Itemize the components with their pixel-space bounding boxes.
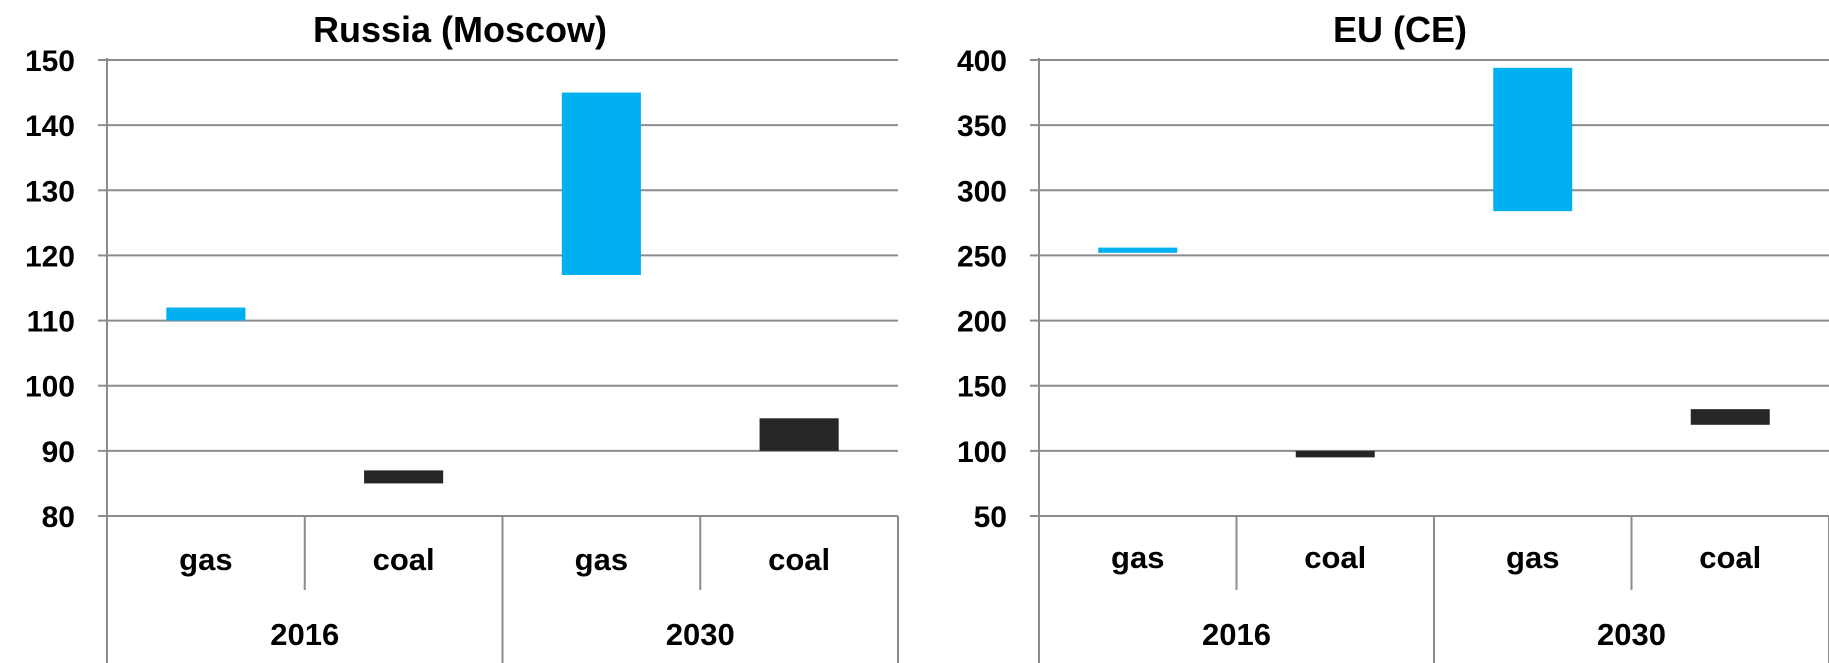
chart-2-bar-2016-gas [1098, 247, 1178, 253]
chart-2-y-tick-label: 200 [957, 306, 1007, 339]
chart-1-category-label: gas [179, 542, 232, 577]
chart-1-title: Russia (Moscow) [313, 9, 607, 50]
chart-1-category-label: gas [575, 542, 628, 577]
chart-2-category-label: gas [1111, 540, 1164, 575]
chart-2-y-tick-label: 50 [974, 501, 1007, 534]
chart-1-group-label: 2016 [270, 617, 339, 652]
chart-2-y-tick-label: 150 [957, 371, 1007, 404]
chart-2-category-label: coal [1304, 540, 1366, 575]
chart-1-y-tick-label: 100 [25, 371, 75, 404]
chart-1-y-tick-label: 140 [25, 110, 75, 143]
chart-2-bar-2030-gas [1493, 67, 1573, 212]
chart-2-y-tick-label: 300 [957, 175, 1007, 208]
chart-1-y-tick-label: 120 [25, 240, 75, 273]
chart-1-bar-2030-gas [561, 92, 641, 275]
chart-1-y-tick-label: 130 [25, 175, 75, 208]
chart-1-y-tick-label: 110 [27, 306, 75, 339]
chart-1-category-label: coal [768, 542, 830, 577]
chart-2-y-tick-label: 100 [957, 436, 1007, 469]
chart-2-group-label: 2030 [1597, 617, 1666, 652]
chart-2-category-label: gas [1506, 540, 1559, 575]
chart-1-bar-2016-gas [166, 307, 246, 321]
chart-2-y-tick-label: 350 [957, 110, 1007, 143]
chart-1-category-label: coal [373, 542, 435, 577]
chart-2-bar-2030-coal [1690, 409, 1770, 425]
chart-2-group-label: 2016 [1202, 617, 1271, 652]
chart-1-bar-2016-coal [364, 470, 444, 484]
chart-2-title: EU (CE) [1333, 9, 1467, 50]
chart-2-y-tick-label: 400 [957, 45, 1007, 78]
chart-1-y-tick-label: 150 [25, 45, 75, 78]
chart-1-y-tick-label: 80 [42, 501, 75, 534]
chart-1-y-tick-label: 90 [42, 436, 75, 469]
chart-2-y-tick-label: 250 [957, 240, 1007, 273]
chart-1-group-label: 2030 [666, 617, 735, 652]
chart-1-bar-2030-coal [759, 418, 839, 451]
chart-2-bar-2016-coal [1295, 450, 1375, 458]
chart-2-category-label: coal [1699, 540, 1761, 575]
